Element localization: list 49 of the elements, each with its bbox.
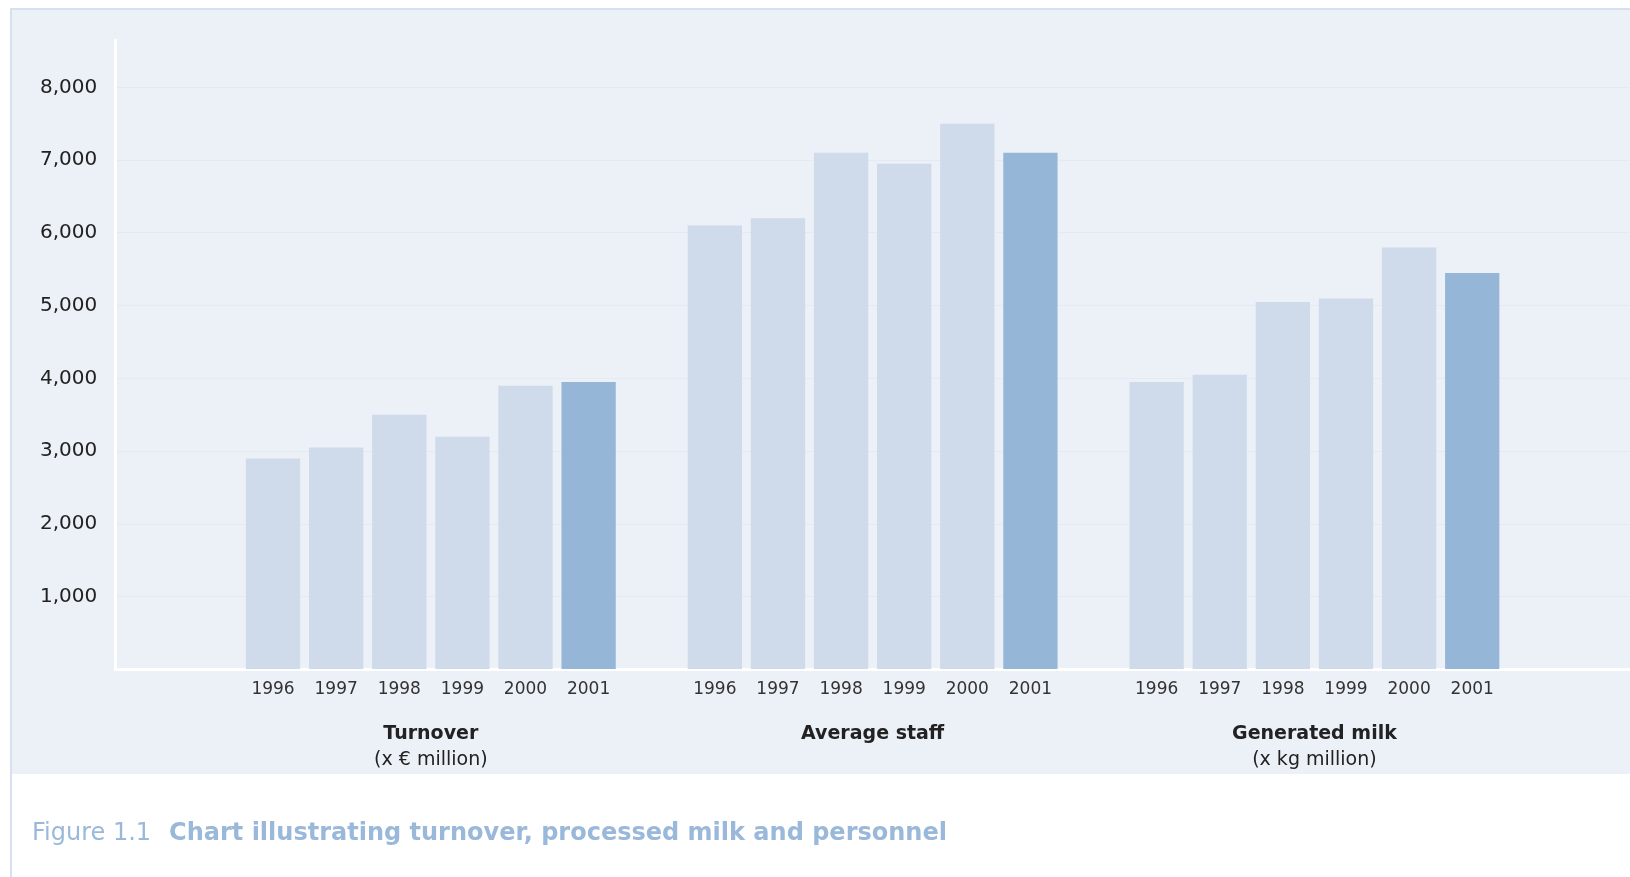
bar <box>1003 152 1058 670</box>
x-tick-label: 2001 <box>1450 678 1494 699</box>
bar <box>1381 247 1437 670</box>
bar <box>1129 382 1184 670</box>
text: Generated milk (x kg million) <box>1232 720 1398 769</box>
bar <box>813 152 869 670</box>
bar <box>750 218 806 670</box>
bar <box>687 225 742 670</box>
x-tick-label: 1996 <box>1135 678 1179 699</box>
x-tick-label: 1997 <box>314 678 358 699</box>
x-tick-label: 2001 <box>566 678 611 699</box>
y-tick-label: 1,000 <box>39 583 98 608</box>
x-tick-label: 1996 <box>251 678 295 699</box>
bar <box>877 163 932 670</box>
x-tick-label: 1998 <box>377 678 421 699</box>
y-tick-label: 4,000 <box>39 364 98 389</box>
y-tick-label: 8,000 <box>39 73 98 98</box>
x-tick-label: 1999 <box>882 678 926 699</box>
x-tick-label: 1996 <box>693 678 737 699</box>
bar <box>1255 302 1311 670</box>
x-tick-label: 2001 <box>1008 678 1053 699</box>
text: Average staff <box>801 720 945 743</box>
bar <box>372 414 427 670</box>
x-tick-label: 2000 <box>945 678 989 699</box>
bar <box>561 382 616 670</box>
y-tick-label: 6,000 <box>39 219 98 244</box>
bar <box>498 385 553 670</box>
x-tick-label: 1997 <box>756 678 800 699</box>
x-tick-label: 1998 <box>1261 678 1305 699</box>
x-tick-label: 2000 <box>503 678 548 699</box>
x-tick-label: 1999 <box>440 678 485 699</box>
x-tick-label: 2000 <box>1387 678 1431 699</box>
y-tick-label: 3,000 <box>39 437 98 462</box>
bar <box>1192 374 1247 670</box>
bar <box>245 458 301 670</box>
x-tick-label: 1999 <box>1324 678 1368 699</box>
x-tick-label: 1998 <box>819 678 863 699</box>
x-tick-label: 1997 <box>1198 678 1242 699</box>
bar <box>940 123 995 670</box>
bar <box>1318 298 1374 670</box>
y-tick-label: 5,000 <box>39 291 98 316</box>
bar <box>309 447 364 670</box>
bar <box>435 436 490 670</box>
y-tick-label: 7,000 <box>39 146 98 171</box>
caption: Figure 1.1 <box>32 818 152 846</box>
text: Chart illustrating turnover, processed milk and personnel <box>169 818 947 846</box>
bar <box>1445 272 1500 670</box>
y-tick-label: 2,000 <box>39 510 98 535</box>
text: Turnover (x € million) <box>374 720 488 769</box>
